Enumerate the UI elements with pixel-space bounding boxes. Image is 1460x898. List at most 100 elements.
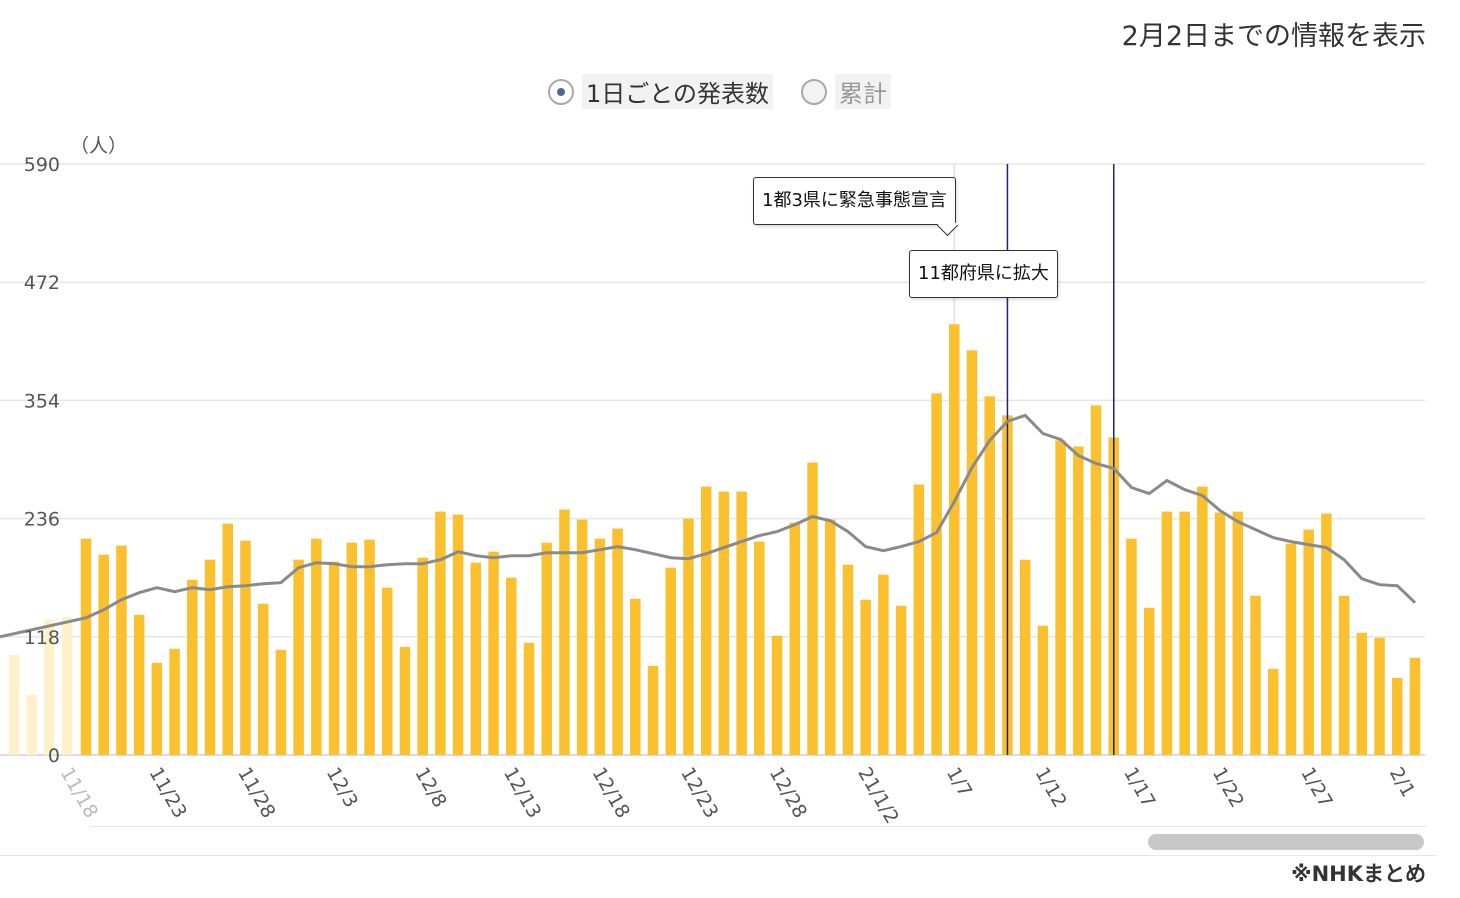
y-tick-label: 118 bbox=[24, 627, 60, 649]
bar bbox=[435, 511, 446, 755]
x-tick-label: 1/27 bbox=[1296, 764, 1336, 812]
x-tick-label: 2/1 bbox=[1385, 764, 1419, 801]
chart-bottom-border bbox=[0, 855, 1436, 856]
bar bbox=[204, 559, 216, 755]
x-tick-label: 1/7 bbox=[942, 764, 976, 801]
faded-bar bbox=[44, 619, 55, 755]
bar bbox=[98, 554, 109, 755]
bar bbox=[966, 350, 978, 755]
bar bbox=[1179, 511, 1190, 755]
bar bbox=[1161, 511, 1173, 755]
x-tick-label: 12/18 bbox=[588, 764, 634, 822]
bar bbox=[1267, 668, 1279, 755]
bar bbox=[754, 541, 765, 755]
bar bbox=[452, 514, 464, 755]
daily-radio-label: 1日ごとの発表数 bbox=[582, 74, 774, 109]
bar bbox=[1285, 543, 1297, 755]
bar bbox=[1090, 405, 1102, 755]
bar bbox=[559, 509, 570, 755]
bar bbox=[683, 518, 694, 755]
event-annotation-emergency: 1都3県に緊急事態宣言 bbox=[753, 177, 956, 225]
bar bbox=[240, 540, 251, 755]
moving-average-line bbox=[0, 413, 1417, 639]
y-tick-label: 236 bbox=[24, 509, 60, 531]
y-tick-label: 0 bbox=[48, 745, 60, 767]
bar bbox=[665, 567, 677, 755]
daily-radio[interactable]: 1日ごとの発表数 bbox=[548, 74, 774, 109]
bar bbox=[364, 539, 375, 755]
x-tick-label: 11/18 bbox=[56, 764, 102, 822]
bar bbox=[913, 484, 925, 755]
scroll-track bbox=[90, 826, 1426, 827]
bar bbox=[1019, 559, 1031, 755]
cumulative-radio[interactable]: 累計 bbox=[801, 74, 892, 109]
x-tick-label: 1/22 bbox=[1208, 764, 1248, 812]
bar bbox=[1143, 607, 1155, 755]
bar bbox=[842, 564, 854, 755]
bar bbox=[399, 646, 411, 755]
cumulative-radio-label: 累計 bbox=[835, 74, 892, 109]
bar bbox=[488, 551, 499, 755]
x-tick-label: 1/17 bbox=[1119, 764, 1159, 812]
bar bbox=[1356, 632, 1368, 755]
bar bbox=[1197, 486, 1208, 755]
bar bbox=[1055, 440, 1066, 755]
bar bbox=[187, 579, 198, 755]
bar bbox=[169, 648, 180, 755]
horizontal-scrollbar[interactable] bbox=[1148, 834, 1424, 850]
faded-bar bbox=[61, 616, 73, 755]
bar bbox=[860, 599, 871, 755]
bar bbox=[523, 642, 535, 755]
bar bbox=[931, 393, 942, 755]
faded-bar bbox=[26, 694, 37, 755]
bar bbox=[700, 486, 712, 755]
bar bbox=[275, 649, 287, 755]
bar bbox=[257, 603, 269, 755]
bar-series bbox=[80, 324, 1421, 755]
bar bbox=[1250, 595, 1261, 755]
bar bbox=[594, 538, 606, 755]
x-tick-label: 21/1/2 bbox=[853, 764, 903, 828]
bar bbox=[541, 542, 552, 755]
y-tick-label: 354 bbox=[24, 390, 60, 412]
radio-unselected-icon bbox=[801, 78, 828, 105]
bar bbox=[328, 561, 340, 755]
source-label: ※NHKまとめ bbox=[1291, 862, 1426, 886]
bar bbox=[1037, 625, 1049, 755]
bar bbox=[1374, 637, 1385, 755]
bar bbox=[630, 598, 641, 755]
bar bbox=[949, 324, 960, 755]
bar bbox=[895, 605, 907, 755]
faded-bars bbox=[8, 616, 73, 755]
bar bbox=[417, 557, 428, 755]
bar bbox=[1303, 529, 1314, 755]
x-tick-label: 11/28 bbox=[233, 764, 279, 822]
bar bbox=[1126, 538, 1137, 755]
bar bbox=[718, 491, 730, 755]
y-axis-label: （人） bbox=[70, 135, 127, 157]
last-updated-label: 2月2日までの情報を表示 bbox=[1121, 21, 1426, 52]
x-tick-label: 1/12 bbox=[1031, 764, 1071, 812]
bar bbox=[470, 562, 482, 755]
bar bbox=[1321, 513, 1332, 755]
x-tick-label: 12/13 bbox=[499, 764, 545, 822]
x-tick-label: 12/3 bbox=[322, 764, 362, 812]
faded-bar bbox=[8, 654, 20, 755]
bar bbox=[984, 396, 995, 755]
bar bbox=[1392, 677, 1403, 755]
bar bbox=[647, 665, 659, 755]
x-tick-label: 12/8 bbox=[410, 764, 450, 812]
bar bbox=[381, 587, 393, 755]
view-toggle: 1日ごとの発表数 累計 bbox=[548, 74, 919, 109]
bar bbox=[878, 574, 889, 755]
bar bbox=[506, 577, 517, 755]
bar bbox=[293, 559, 304, 755]
bar bbox=[824, 519, 836, 755]
radio-selected-icon bbox=[548, 78, 574, 105]
x-tick-label: 12/28 bbox=[765, 764, 811, 822]
x-axis-ticks: 11/18 11/23 11/28 12/3 12/8 12/13 12/18 12/23 12… bbox=[56, 764, 1420, 828]
bar bbox=[612, 528, 623, 755]
x-tick-label: 12/23 bbox=[676, 764, 722, 822]
bar bbox=[116, 545, 127, 755]
bar bbox=[1409, 657, 1421, 755]
